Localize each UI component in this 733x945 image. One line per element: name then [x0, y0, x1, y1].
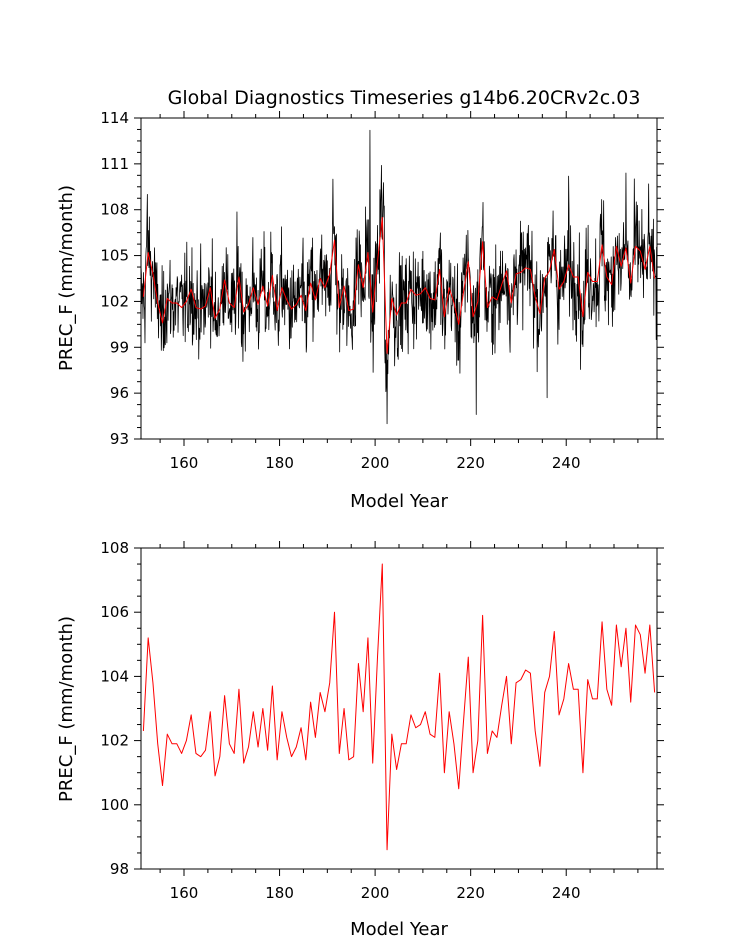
- bottom-y-axis-label: PREC_F (mm/month): [56, 616, 77, 802]
- top-x-tick-label: 200: [361, 454, 390, 472]
- top-series-line-annual: [142, 216, 656, 354]
- bottom-y-tick-label: 100: [100, 796, 129, 814]
- top-y-tick-label: 102: [100, 292, 129, 310]
- bottom-axes: 160 180 200 220 240 98 100 102 104 106 108: [100, 539, 664, 902]
- bottom-y-tick-label: 104: [100, 667, 129, 685]
- top-x-tick-label: 180: [265, 454, 294, 472]
- top-axes: 160 180 200 220 240 93 96 99 102 105 108 111 114: [100, 109, 664, 472]
- top-x-tick-label: 160: [170, 454, 199, 472]
- top-x-tick-label: 220: [456, 454, 485, 472]
- top-y-axis-label: PREC_F (mm/month): [56, 185, 77, 371]
- bottom-y-tick-label: 108: [100, 539, 129, 557]
- bottom-x-tick-label: 220: [456, 884, 485, 902]
- bottom-series-group: [142, 563, 656, 851]
- top-y-tick-label: 105: [100, 247, 129, 265]
- top-y-tick-label: 93: [110, 430, 129, 448]
- top-series-line-monthly: [140, 129, 657, 425]
- bottom-x-tick-label: 240: [552, 884, 581, 902]
- top-y-tick-label: 96: [110, 384, 129, 402]
- chart-title: Global Diagnostics Timeseries g14b6.20CR…: [168, 87, 641, 109]
- bottom-series-line-annual: [142, 563, 656, 851]
- top-y-tick-label: 111: [100, 155, 129, 173]
- bottom-panel: 160 180 200 220 240 98 100 102 104 106 108 Model Y…: [56, 539, 664, 940]
- top-series-group: [140, 129, 657, 425]
- bottom-y-tick-label: 106: [100, 603, 129, 621]
- top-x-axis-label: Model Year: [350, 491, 448, 512]
- bottom-x-tick-label: 160: [170, 884, 199, 902]
- bottom-y-tick-label: 98: [110, 860, 129, 878]
- top-panel: Global Diagnostics Timeseries g14b6.20CR…: [56, 87, 664, 512]
- top-x-tick-label: 240: [552, 454, 581, 472]
- top-y-tick-label: 108: [100, 201, 129, 219]
- bottom-x-tick-label: 180: [265, 884, 294, 902]
- bottom-x-tick-label: 200: [361, 884, 390, 902]
- bottom-x-axis-label: Model Year: [350, 919, 448, 940]
- bottom-y-tick-label: 102: [100, 732, 129, 750]
- top-y-tick-label: 99: [110, 338, 129, 356]
- top-y-tick-label: 114: [100, 109, 129, 127]
